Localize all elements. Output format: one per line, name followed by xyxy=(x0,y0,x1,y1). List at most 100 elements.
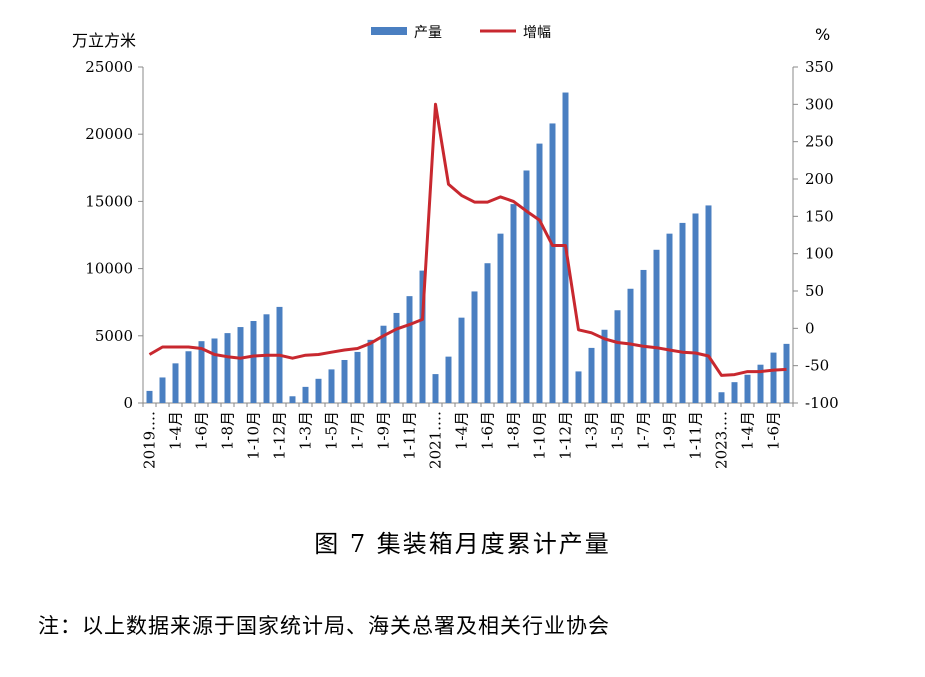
bar xyxy=(510,204,517,403)
bar xyxy=(432,374,439,403)
x-tick-label: 1-4月 xyxy=(167,411,185,450)
legend-label-line: 增幅 xyxy=(523,25,551,41)
bar xyxy=(497,233,504,403)
x-tick-label: 1-4月 xyxy=(739,411,757,450)
x-tick-label: 1-7月 xyxy=(349,411,367,450)
x-tick-label: 1-10月 xyxy=(245,411,263,460)
bar xyxy=(692,213,699,403)
right-tick-label: 50 xyxy=(805,282,824,300)
bar xyxy=(757,364,764,403)
bar xyxy=(666,233,673,403)
x-tick-label: 1-11月 xyxy=(401,411,419,460)
x-tick-label: 1-8月 xyxy=(505,411,523,450)
legend-label-bar: 产量 xyxy=(414,25,442,41)
legend: 产量 增幅 xyxy=(371,25,551,41)
x-tick-label: 1-7月 xyxy=(635,411,653,450)
bar xyxy=(783,343,790,403)
right-tick-label: -100 xyxy=(805,394,839,412)
x-tick-label: 1-11月 xyxy=(687,411,705,460)
bar xyxy=(588,347,595,403)
x-tick-label: 2021.… xyxy=(427,411,445,469)
bar xyxy=(185,351,192,403)
axes xyxy=(138,66,798,407)
left-tick-label: 20000 xyxy=(85,125,133,143)
bar xyxy=(705,205,712,403)
left-tick-label: 10000 xyxy=(85,260,133,278)
figure-caption: 图 7 集装箱月度累计产量 xyxy=(314,530,611,558)
bar xyxy=(328,369,335,403)
x-tick-label: 1-4月 xyxy=(453,411,471,450)
bar xyxy=(198,341,205,403)
bar xyxy=(627,288,634,403)
right-tick-label: 100 xyxy=(805,245,834,263)
right-tick-label: -50 xyxy=(805,357,829,375)
bar xyxy=(484,263,491,403)
bar xyxy=(575,371,582,403)
bar xyxy=(471,291,478,403)
x-tick-label: 1-6月 xyxy=(193,411,211,450)
left-tick-label: 5000 xyxy=(95,327,133,345)
bar xyxy=(653,249,660,403)
bar xyxy=(289,396,296,403)
x-tick-label: 1-6月 xyxy=(479,411,497,450)
bar xyxy=(549,123,556,403)
right-tick-label: 350 xyxy=(805,58,834,76)
left-tick-label: 0 xyxy=(123,394,133,412)
line-series xyxy=(148,102,787,377)
bar xyxy=(211,338,218,403)
x-tick-label: 1-12月 xyxy=(271,411,289,460)
left-tick-label: 25000 xyxy=(85,58,133,76)
bar xyxy=(419,270,426,403)
bar xyxy=(640,269,647,403)
x-tick-label: 1-5月 xyxy=(323,411,341,450)
x-tick-label: 1-3月 xyxy=(583,411,601,450)
x-tick-label: 1-12月 xyxy=(557,411,575,460)
bar xyxy=(406,296,413,403)
bar xyxy=(341,359,348,403)
bar xyxy=(393,312,400,403)
bar xyxy=(263,314,270,403)
legend-swatch-bar xyxy=(371,27,407,35)
bar xyxy=(458,317,465,403)
bar xyxy=(354,351,361,403)
bar xyxy=(536,143,543,403)
bar xyxy=(744,374,751,403)
x-tick-label: 1-9月 xyxy=(661,411,679,450)
left-unit-label: 万立方米 xyxy=(72,31,136,50)
bar xyxy=(380,325,387,403)
bar xyxy=(315,378,322,403)
right-unit-label: % xyxy=(815,25,830,44)
source-note: 注：以上数据来源于国家统计局、海关总署及相关行业协会 xyxy=(38,614,610,638)
bar xyxy=(445,356,452,403)
x-tick-label: 1-3月 xyxy=(297,411,315,450)
x-tick-label: 1-6月 xyxy=(765,411,783,450)
right-tick-label: 150 xyxy=(805,207,834,225)
bar xyxy=(614,310,621,403)
bar xyxy=(172,363,179,403)
x-tick-label: 1-5月 xyxy=(609,411,627,450)
x-tick-label: 1-8月 xyxy=(219,411,237,450)
bar xyxy=(250,321,257,403)
growth-line xyxy=(148,102,787,377)
x-tick-label: 1-10月 xyxy=(531,411,549,460)
bar xyxy=(679,222,686,403)
bar xyxy=(367,339,374,403)
bar xyxy=(237,327,244,403)
left-tick-label: 15000 xyxy=(85,192,133,210)
bar xyxy=(770,352,777,403)
x-tick-label: 1-9月 xyxy=(375,411,393,450)
x-tick-label: 2019.… xyxy=(141,411,159,469)
right-tick-label: 0 xyxy=(805,319,815,337)
right-tick-label: 200 xyxy=(805,170,834,188)
right-tick-label: 250 xyxy=(805,133,834,151)
bar xyxy=(159,377,166,403)
bar xyxy=(523,170,530,403)
bar xyxy=(718,392,725,403)
chart: 0 5000 10000 15000 20000 25000 -100 -50 0 50 100 15… xyxy=(72,25,839,469)
bar xyxy=(224,333,231,403)
bar xyxy=(731,382,738,403)
bar xyxy=(146,390,153,403)
right-tick-label: 300 xyxy=(805,95,834,113)
x-tick-label: 2023.… xyxy=(713,411,731,469)
bar xyxy=(302,386,309,403)
